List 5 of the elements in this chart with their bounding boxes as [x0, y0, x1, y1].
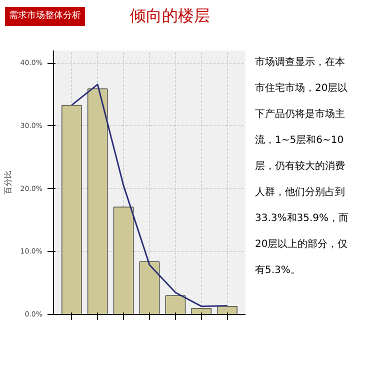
y-axis-title: 百分比 — [3, 170, 12, 194]
line-series — [70, 84, 228, 308]
chart-subtitle: 需求市场整体分析 — [5, 7, 85, 26]
chart-title: 倾向的楼层 — [130, 5, 210, 27]
text: 市场调查显示，在本市住宅市场，20层以下产品仍将是市场主流，1~5层和6~10层，仍有较大的消费人群，他们分别占到33.3%和35.9%，而20层以上的部分，仅有5.3%。 — [255, 57, 349, 276]
